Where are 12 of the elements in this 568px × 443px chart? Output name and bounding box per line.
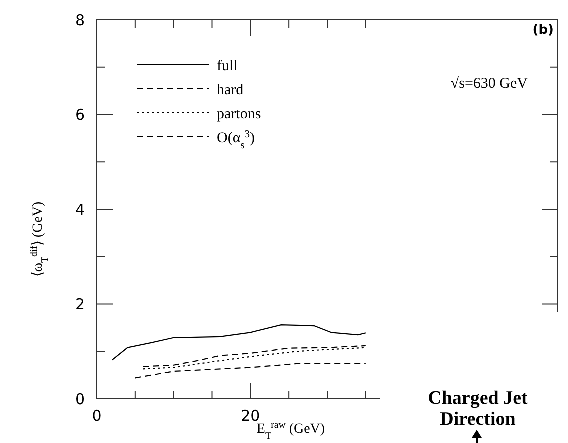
legend-label: partons	[217, 106, 262, 122]
y-tick-label: 6	[75, 106, 85, 124]
legend-label: full	[217, 58, 238, 74]
annotation: Charged Jet Direction	[428, 388, 529, 430]
y-tick-label: 8	[75, 11, 85, 30]
annotation: (b)	[532, 23, 554, 38]
y-tick-label: 0	[75, 390, 85, 408]
legend-label: O(α$_{s}$$^{3}$)	[217, 128, 256, 151]
y-tick-label: 4	[75, 200, 85, 219]
annotation: √s=630 GeV	[450, 76, 528, 92]
y-tick-label: 2	[75, 296, 85, 314]
legend-label: hard	[217, 82, 244, 98]
